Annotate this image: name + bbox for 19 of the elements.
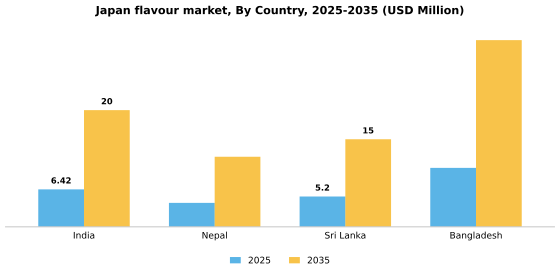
chart-title: Japan flavour market, By Country, 2025-2035 (USD Million) [95,6,464,17]
bar [214,156,260,227]
bar [84,110,130,227]
legend-label: 2035 [308,256,330,264]
bar [345,139,392,227]
data-label: 20 [102,98,112,104]
data-label: 5.2 [316,184,330,191]
bar [168,202,215,227]
bar [38,189,84,227]
x-tick-label: Sri Lanka [325,232,366,239]
bar [430,168,476,227]
bar [300,196,346,227]
x-tick-label: Nepal [202,232,227,240]
data-label: 15 [363,127,374,134]
x-tick-label: India [74,232,94,239]
bar [476,40,522,227]
legend-label: 2025 [248,256,270,264]
data-label: 6.42 [51,177,71,184]
x-tick-label: Bangladesh [450,232,502,240]
